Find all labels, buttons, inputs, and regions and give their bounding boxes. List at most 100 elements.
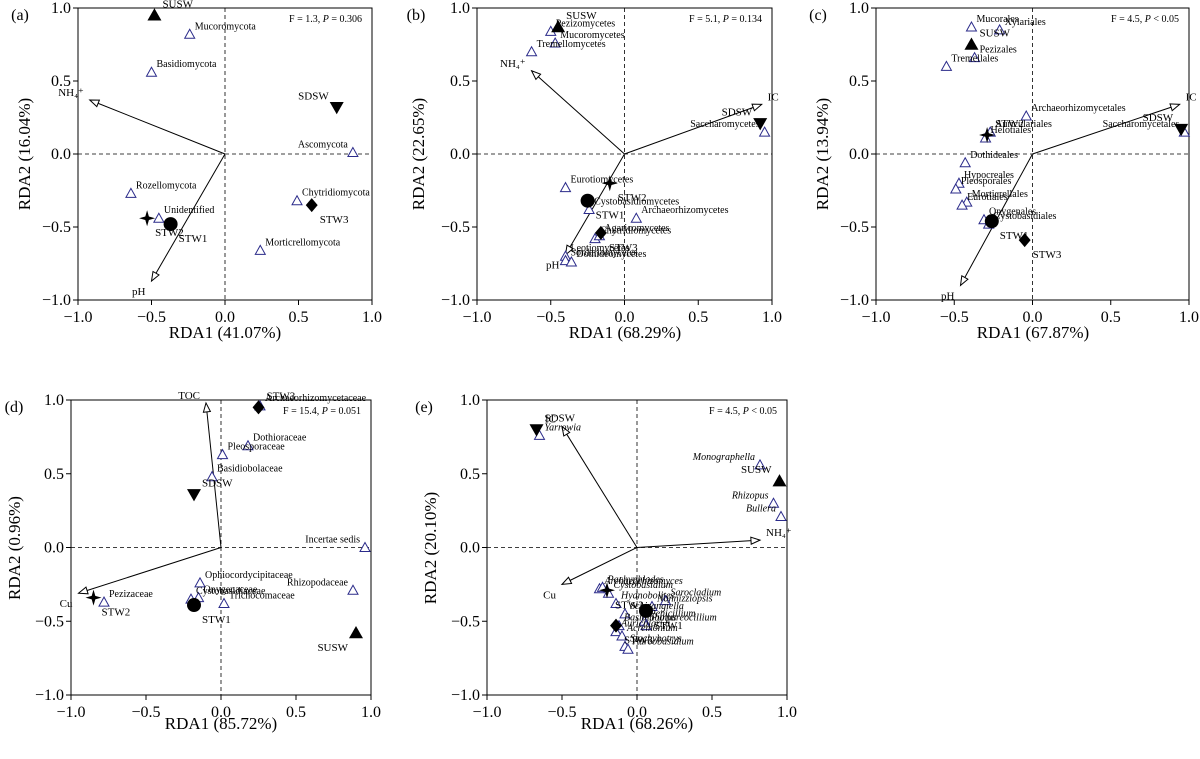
taxon-label: Dothideomycetes (576, 249, 646, 260)
env-vector-label: pH (941, 290, 955, 302)
rda-panel-4: −1.0 −0.5 0.0 0.5 1.0 −1.0 −0.5 0.0 0.5 1.0 RDA1 (… (5, 390, 381, 733)
y-tick-label: −1.0 (840, 292, 869, 309)
y-tick-label: 0.5 (460, 466, 480, 483)
taxon-marker (583, 203, 595, 214)
taxon-marker (145, 66, 158, 77)
y-tick-label: 0.5 (450, 73, 470, 90)
sample-marker-circle (187, 598, 201, 613)
x-tick-label: −0.5 (137, 309, 166, 326)
taxon-label: Basidiomycota (157, 59, 218, 70)
sample-label: STW2 (995, 118, 1024, 130)
taxon-label: Penicillium (649, 608, 696, 619)
taxon-marker (242, 439, 254, 451)
y-tick-label: 1.0 (51, 0, 71, 17)
panel-label: (a) (11, 7, 29, 24)
sample-marker-triangle-down (529, 424, 544, 437)
taxon-marker (347, 584, 359, 595)
y-tick-label: −1.0 (42, 292, 71, 309)
taxon-label: Incertae sedis (305, 535, 360, 546)
taxon-label: Mucoromycota (195, 21, 257, 32)
env-vector-arrow-head (959, 275, 969, 287)
taxon-label: Archaeorhizomycetaceae (265, 393, 367, 404)
taxon-label: Monographella (692, 452, 755, 463)
rda-panel-3: −1.0 −0.5 0.0 0.5 1.0 −1.0 −0.5 0.0 0.5 1.0 RDA1 (… (809, 0, 1199, 342)
x-tick-label: 0.5 (1101, 309, 1121, 326)
taxon-label: Morticrellales (972, 189, 1028, 200)
sample-marker-diamond (252, 400, 265, 415)
taxon-label: Basidiobolaceae (217, 464, 283, 475)
x-axis-label: RDA1 (68.29%) (569, 323, 681, 342)
y-tick-label: 0.0 (51, 146, 71, 163)
sample-label: STW3 (267, 390, 296, 402)
taxon-marker (565, 256, 578, 267)
env-vector-arrow (565, 153, 625, 255)
taxon-label: Eurotiales (967, 192, 1008, 203)
env-vector-arrow-head (561, 425, 571, 437)
y-tick-label: 0.0 (460, 540, 480, 557)
taxon-marker (183, 28, 196, 39)
taxon-label: Archaeorhizomycetales (1031, 103, 1126, 114)
env-vector-arrow (78, 547, 222, 594)
env-vector-arrow (531, 70, 625, 155)
taxon-label: Unidentified (164, 205, 215, 216)
x-axis-label: RDA1 (67.87%) (977, 323, 1089, 342)
taxon-label: Tremellales (951, 53, 998, 64)
taxon-marker (616, 629, 628, 641)
sample-marker-triangle-up (772, 474, 787, 487)
sample-marker-star (599, 582, 615, 599)
sample-label: STW2 (615, 599, 644, 611)
sample-marker-star (979, 127, 996, 143)
sample-label: STW3 (320, 214, 349, 226)
env-vector-arrow-head (77, 586, 89, 595)
taxon-label: Hydnobolites (620, 591, 674, 602)
taxon-label: Pezizales (980, 45, 1017, 56)
taxon-label: Pezizomycetes (556, 18, 616, 29)
taxon-label: Auriculari a (620, 619, 670, 630)
x-tick-label: 1.0 (777, 704, 797, 721)
x-tick-label: 0.5 (688, 309, 708, 326)
taxon-label: Onygenales (989, 207, 1036, 218)
taxon-marker (98, 596, 110, 607)
x-tick-label: −0.5 (131, 704, 160, 721)
taxon-marker (359, 541, 371, 552)
sample-marker-star (139, 210, 156, 227)
taxon-label: Auriculariales (995, 119, 1052, 130)
taxon-marker (206, 470, 218, 482)
env-vector-label: pH (546, 260, 560, 272)
taxon-label: Dothioraceae (253, 433, 307, 444)
x-tick-label: 0.0 (1023, 309, 1043, 326)
x-tick-label: −1.0 (462, 309, 491, 326)
env-vector-label: Cu (60, 598, 73, 610)
taxon-label: Helotiales (991, 125, 1032, 136)
sample-marker-circle (639, 603, 653, 618)
sample-label: STW2 (155, 227, 184, 239)
taxon-marker (767, 497, 780, 508)
taxon-label: Cystobasidiomycetes (594, 196, 679, 207)
env-vector-label: IC (545, 414, 556, 426)
env-vector-arrow (151, 153, 226, 282)
stat-annotation: F = 15.4, P = 0.051 (283, 406, 361, 417)
sample-label: STW1 (654, 620, 683, 632)
taxon-label: Onygenaceae (204, 585, 258, 596)
taxon-marker (758, 126, 771, 137)
env-vector-label: NH₄⁺ (58, 87, 84, 99)
sample-label: SDSW (202, 477, 233, 489)
taxon-marker (194, 576, 206, 588)
taxon-label: Pleosporales (961, 176, 1012, 187)
taxon-label: Aureobasidium (632, 636, 694, 647)
x-tick-label: 0.5 (702, 704, 722, 721)
taxon-marker (754, 458, 766, 470)
y-tick-label: −0.5 (451, 613, 480, 630)
taxon-marker (559, 181, 572, 193)
x-tick-label: −1.0 (56, 704, 85, 721)
x-tick-label: −1.0 (861, 309, 890, 326)
rda-panel-1: −1.0 −0.5 0.0 0.5 1.0 −1.0 −0.5 0.0 0.5 1.0 RDA1 (… (11, 0, 382, 342)
taxon-marker (619, 607, 631, 619)
env-vector-label: pH (132, 286, 146, 298)
sample-marker-triangle-up (964, 37, 979, 50)
sample-marker-triangle-up (147, 8, 162, 21)
y-tick-label: 0.5 (849, 73, 869, 90)
taxon-label: Bullera (746, 504, 776, 515)
env-vector-arrow-head (564, 244, 574, 256)
taxon-label: Cystobasidium (614, 580, 673, 591)
